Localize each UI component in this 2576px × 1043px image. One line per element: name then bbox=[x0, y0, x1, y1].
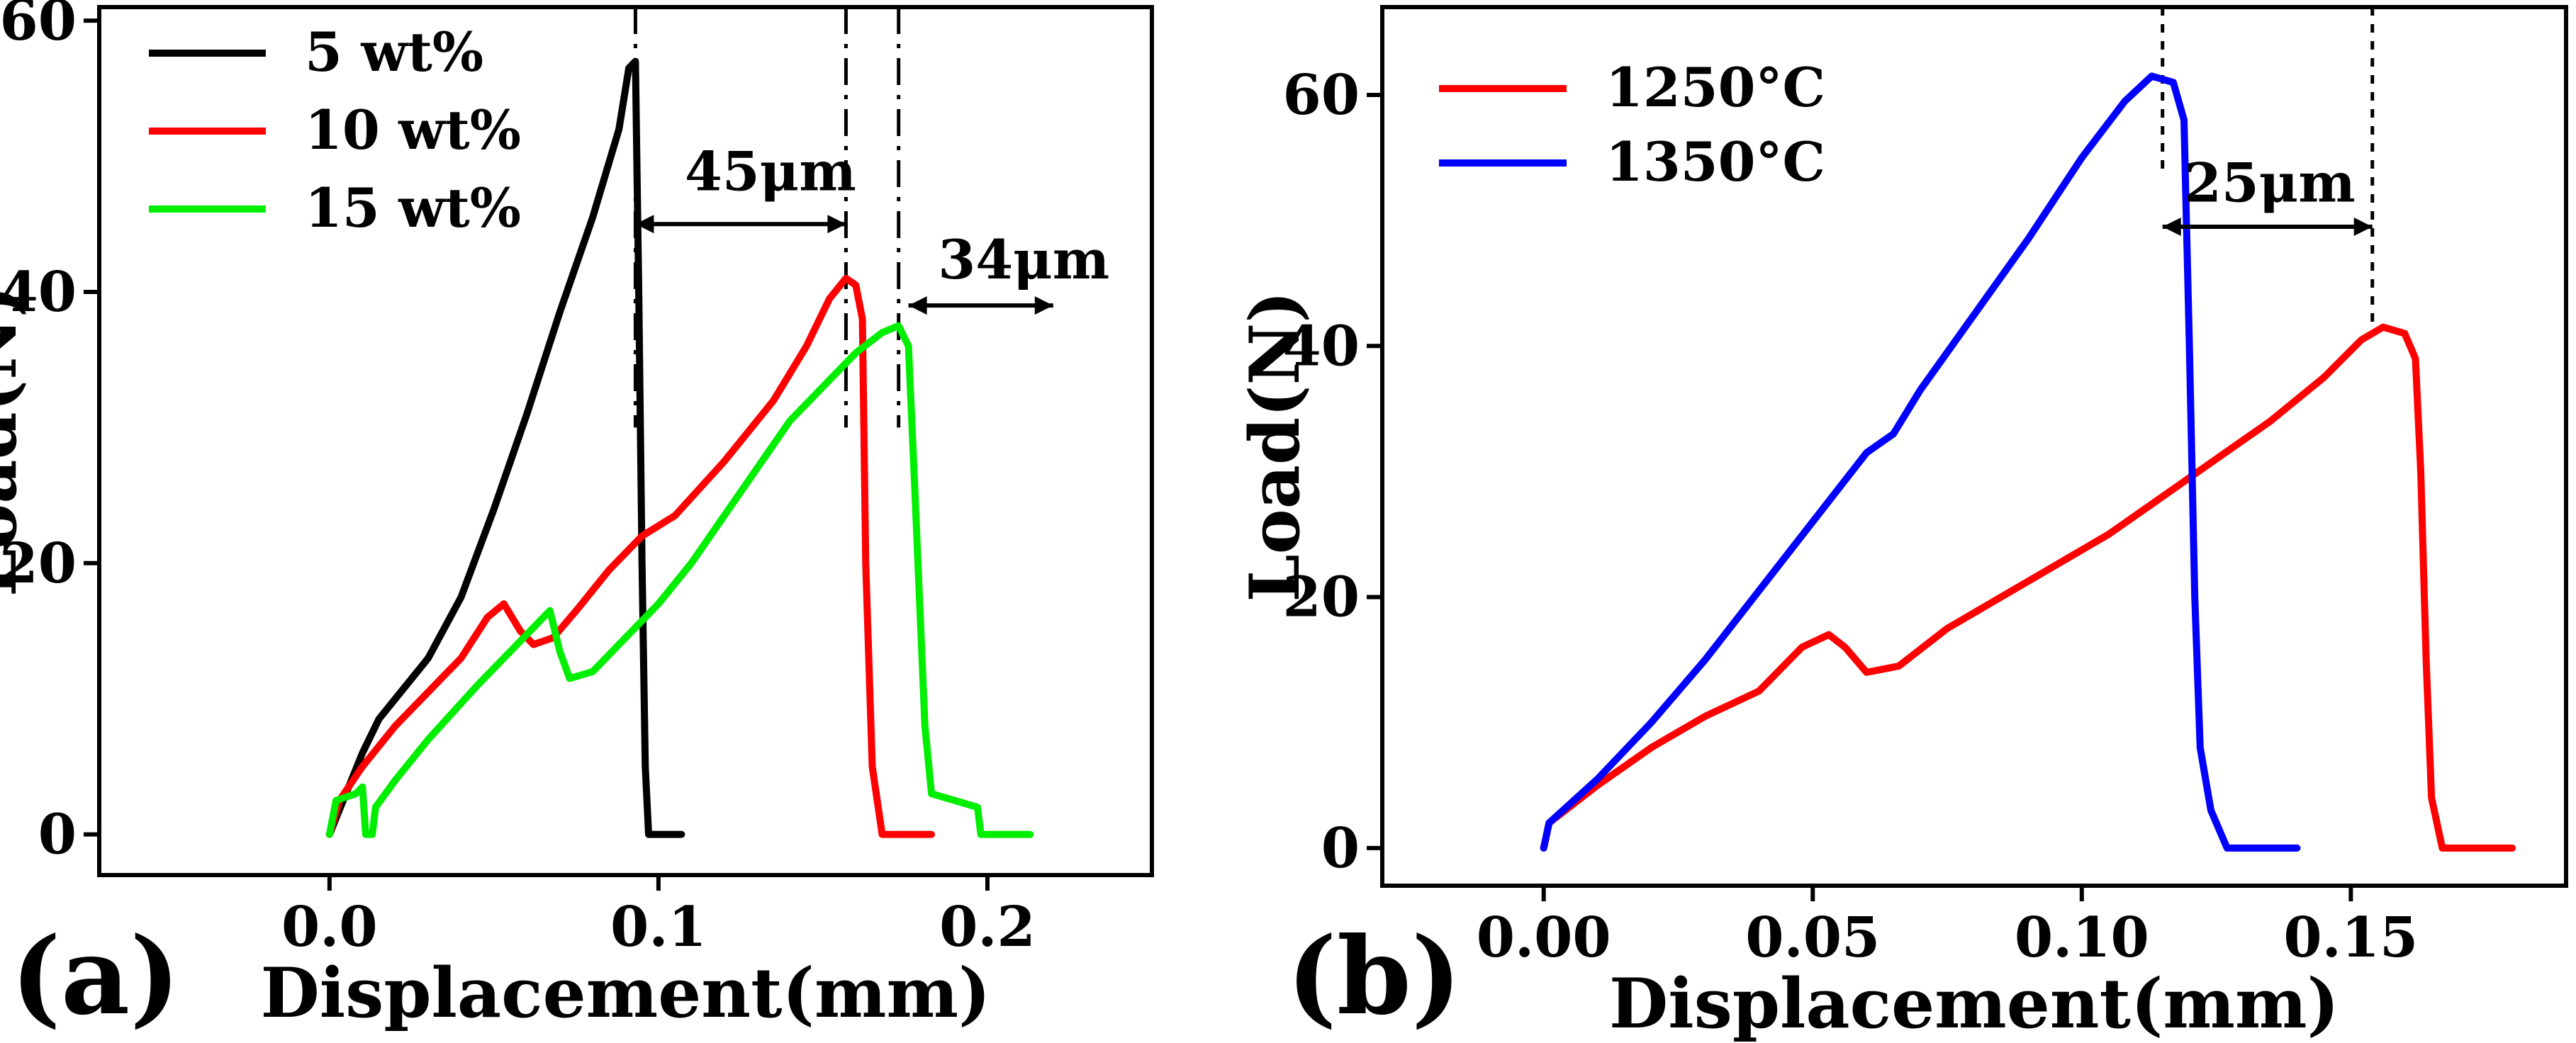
arrow-head bbox=[635, 215, 654, 234]
y-tick-label: 60 bbox=[0, 0, 77, 53]
x-tick-label: 0.2 bbox=[939, 895, 1036, 959]
annotation-label: 25μm bbox=[2184, 152, 2356, 215]
series-line-1 bbox=[325, 274, 936, 838]
y-tick-label: 0 bbox=[1321, 816, 1360, 881]
panel-label: (b) bbox=[1287, 914, 1462, 1039]
y-axis-title: Load(N) bbox=[1235, 291, 1315, 602]
series-line-0 bbox=[325, 57, 685, 838]
legend-label: 5 wt% bbox=[305, 21, 483, 84]
y-tick-label: 40 bbox=[1282, 314, 1360, 378]
arrow-head bbox=[1034, 296, 1053, 315]
x-tick-label: 0.10 bbox=[2015, 906, 2149, 970]
legend-label: 1250°C bbox=[1606, 56, 1825, 119]
x-tick-label: 0.05 bbox=[1745, 906, 1880, 970]
panel-b: 0.00 0.05 0.10 0.15 0 20 40 60 Displacement(mm) L… bbox=[1235, 5, 2568, 1043]
y-tick-label: 60 bbox=[1282, 63, 1360, 128]
x-tick-label: 0.00 bbox=[1477, 906, 1611, 970]
y-tick-label: 20 bbox=[0, 531, 77, 596]
y-tick-label: 20 bbox=[1282, 565, 1360, 630]
arrow-head bbox=[827, 215, 846, 234]
annotation-label: 45μm bbox=[685, 140, 856, 203]
legend-label: 15 wt% bbox=[305, 176, 521, 239]
arrow-head bbox=[2353, 218, 2373, 236]
plot-frame bbox=[97, 5, 1154, 877]
y-tick-label: 40 bbox=[0, 260, 77, 325]
arrow-head bbox=[2162, 218, 2181, 236]
y-tick-label: 0 bbox=[38, 803, 77, 867]
y-axis-title: Load(N) bbox=[0, 286, 32, 597]
x-axis-title: Displacement(mm) bbox=[261, 953, 991, 1033]
x-tick-label: 0.15 bbox=[2283, 906, 2418, 970]
series-line-0 bbox=[1540, 323, 2516, 852]
plot-frame bbox=[1380, 5, 2568, 888]
x-tick-label: 0.0 bbox=[281, 895, 378, 959]
panel-label: (a) bbox=[11, 914, 180, 1039]
x-tick-label: 0.1 bbox=[610, 895, 707, 959]
series-line-1 bbox=[1540, 72, 2301, 852]
legend-label: 1350°C bbox=[1606, 130, 1825, 193]
legend-label: 10 wt% bbox=[305, 98, 521, 162]
series-line-2 bbox=[325, 322, 1034, 838]
panel-a: 0.0 0.1 0.2 0 20 40 60 Displacement(mm) Load(N) 5… bbox=[0, 0, 1154, 1039]
annotation-label: 34μm bbox=[938, 228, 1109, 291]
arrow-head bbox=[908, 296, 927, 315]
x-axis-title: Displacement(mm) bbox=[1609, 964, 2339, 1043]
